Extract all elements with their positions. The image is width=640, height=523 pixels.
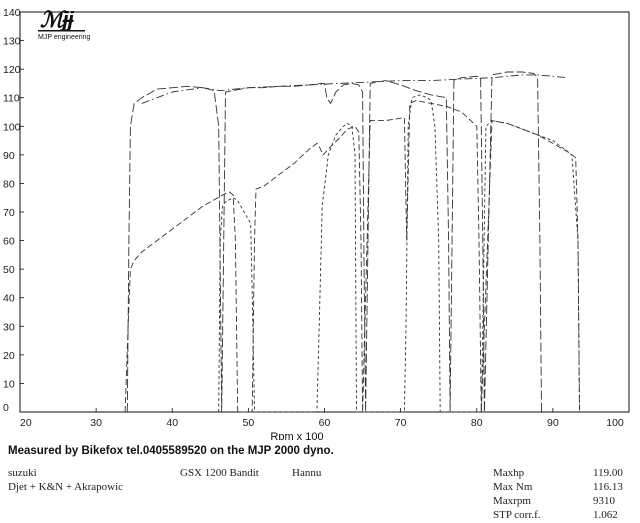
- mjp-logo-mark: ℳɉɉ: [40, 7, 75, 32]
- x-tick-label: 80: [471, 417, 483, 429]
- x-axis: 20 30 40 50 60 70 80 90 100: [19, 408, 630, 429]
- y-tick-label: 20: [3, 350, 15, 362]
- mjp-logo-brand: MJP engineering: [38, 34, 91, 41]
- x-tick-label: 70: [395, 417, 407, 429]
- series-line-1: [126, 71, 542, 413]
- y-tick-label: 10: [3, 378, 15, 390]
- y-tick-label: 0: [3, 402, 9, 414]
- bike-mods: Djet + K&N + Akrapowic: [8, 481, 124, 493]
- y-tick-label: 30: [3, 321, 15, 333]
- summary-value: 116.13: [593, 481, 623, 493]
- x-axis-label: Rpm x 100: [270, 431, 323, 440]
- y-tick-label: 120: [3, 64, 21, 76]
- y-tick-label: 50: [3, 264, 15, 276]
- x-tick-label: 20: [20, 417, 32, 429]
- x-tick-label: 100: [606, 417, 624, 429]
- y-axis: 0 10 20 30 40 50 60 70 80 90 100 110 120 130 140: [3, 7, 24, 414]
- mjp-logo: ℳɉɉ MJP engineering: [38, 7, 91, 41]
- y-tick-label: 130: [3, 36, 21, 48]
- summary-label: Max Nm: [493, 481, 533, 493]
- bike-make: suzuki: [8, 467, 37, 479]
- series-line-4: [141, 74, 569, 104]
- x-tick-label: 50: [243, 417, 255, 429]
- rider-name: Hannu: [292, 467, 322, 479]
- summary-label: Maxrpm: [493, 495, 531, 507]
- summary-label: Maxhp: [493, 467, 525, 479]
- y-tick-label: 140: [3, 7, 21, 19]
- summary-value: 119.00: [593, 467, 623, 479]
- x-tick-label: 40: [166, 417, 178, 429]
- y-tick-label: 70: [3, 207, 15, 219]
- summary-value: 1.062: [593, 509, 618, 521]
- series-line-2: [124, 100, 580, 413]
- y-tick-label: 80: [3, 178, 15, 190]
- y-tick-label: 100: [3, 121, 21, 133]
- measured-by-text: Measured by Bikefox tel.0405589520 on th…: [8, 445, 334, 457]
- y-tick-label: 90: [3, 150, 15, 162]
- summary-value: 9310: [593, 495, 615, 507]
- summary-label: STP corr.f.: [493, 509, 541, 521]
- series-group: [124, 71, 580, 413]
- plot-frame: [19, 11, 630, 413]
- x-tick-label: 30: [90, 417, 102, 429]
- bike-model: GSX 1200 Bandit: [180, 467, 259, 479]
- y-tick-label: 60: [3, 236, 15, 248]
- y-tick-label: 110: [3, 93, 20, 105]
- dyno-chart: ℳɉɉ MJP engineering 0 10 20 30 40 50 60 70 80 90 1…: [3, 7, 630, 440]
- x-tick-label: 90: [547, 417, 559, 429]
- series-line-3: [218, 94, 580, 413]
- y-tick-label: 40: [3, 293, 15, 305]
- x-tick-label: 60: [319, 417, 331, 429]
